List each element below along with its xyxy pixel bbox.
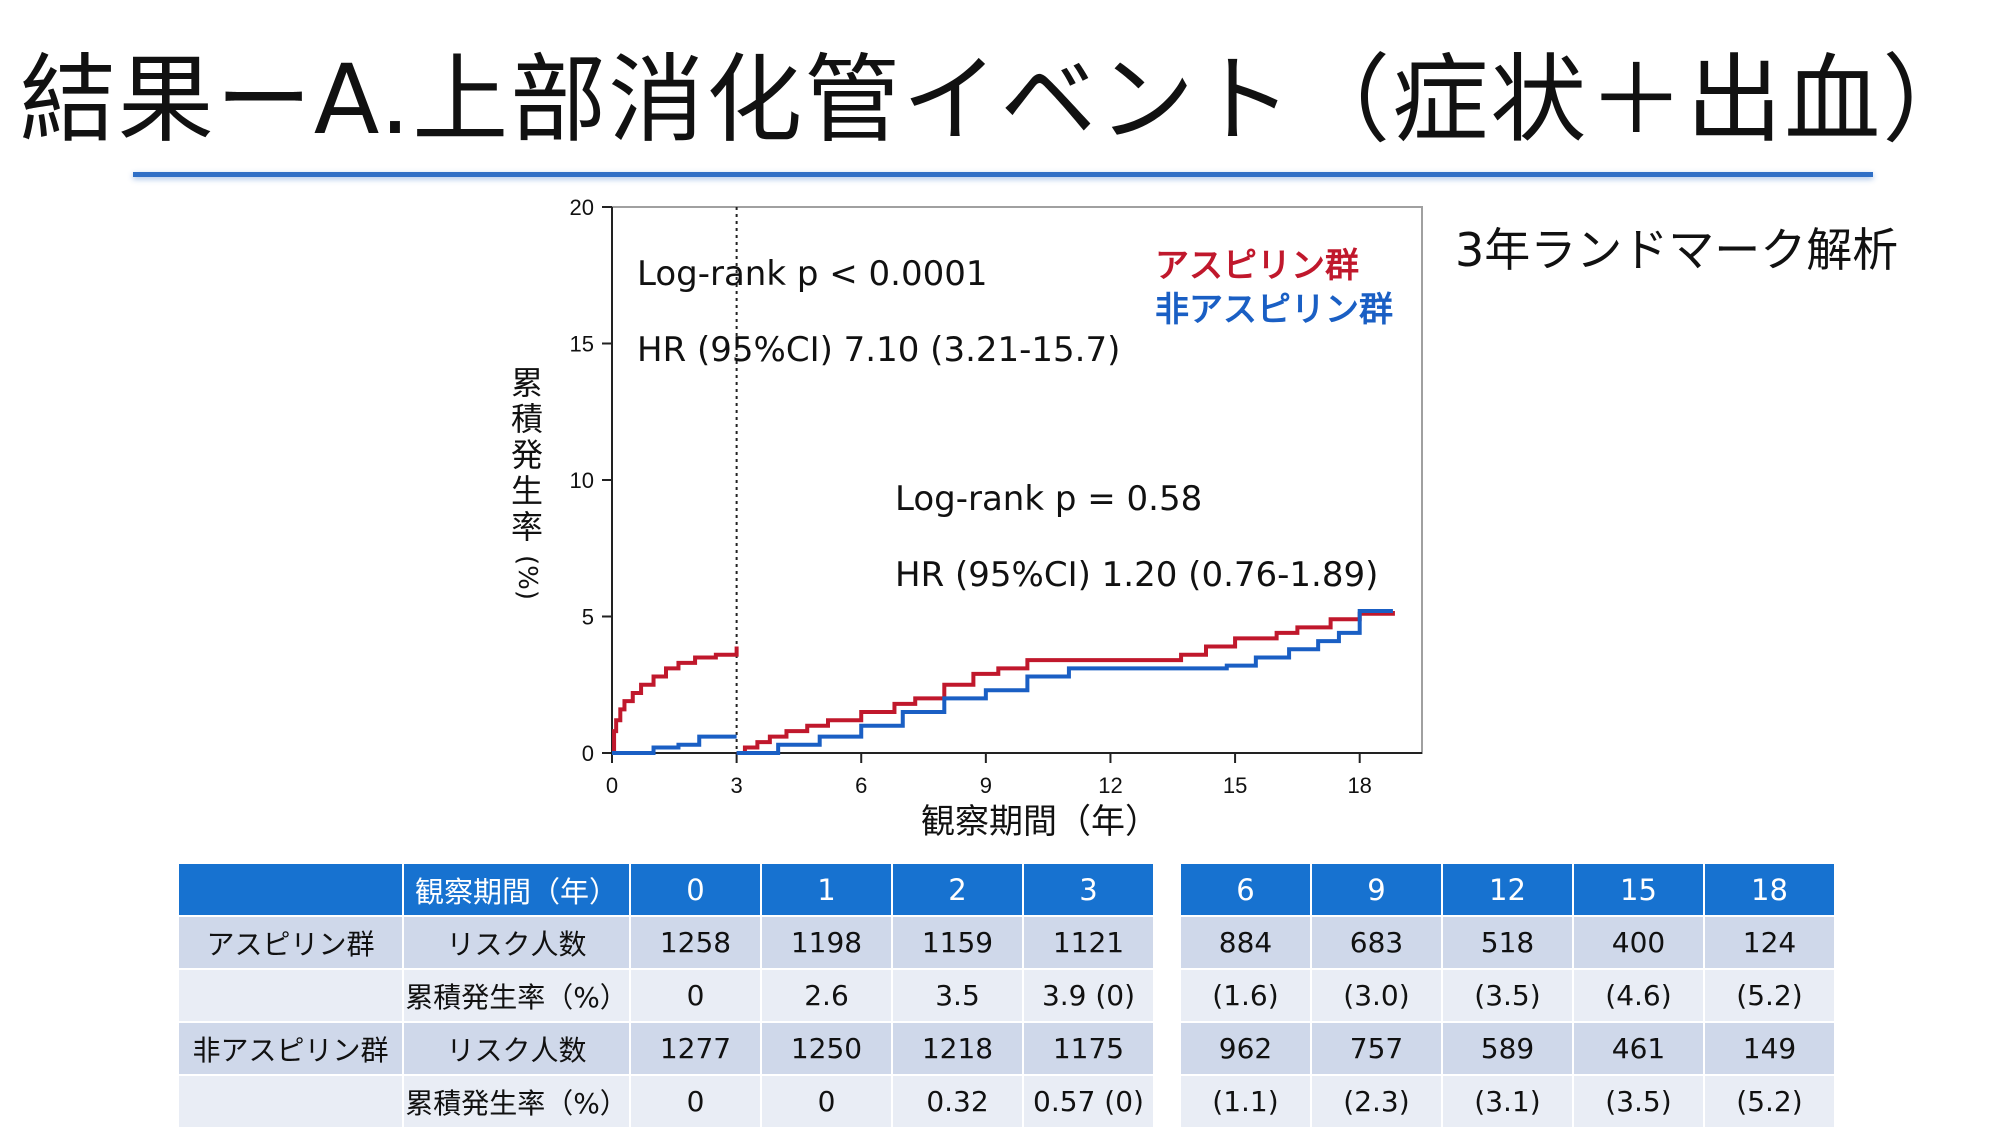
y-axis-unit: (%) xyxy=(512,555,542,600)
value-cell: (5.2) xyxy=(1703,968,1836,1023)
value-cell: 589 xyxy=(1441,1021,1574,1076)
risk-table-right: 6 9 12 15 18 884 683 518 400 124 (1.6) (… xyxy=(1179,862,1836,1129)
x-tick-label: 0 xyxy=(606,773,618,798)
header-cell: 15 xyxy=(1572,862,1705,917)
value-cell: 1175 xyxy=(1022,1021,1155,1076)
value-cell: (3.5) xyxy=(1441,968,1574,1023)
group-cell: 非アスピリン群 xyxy=(177,1021,404,1076)
early-hr-annotation: HR (95%CI) 7.10 (3.21-15.7) xyxy=(637,330,1121,370)
table-row: (1.6) (3.0) (3.5) (4.6) (5.2) xyxy=(1179,968,1836,1023)
value-cell: 0.57 (0) xyxy=(1022,1074,1155,1129)
value-cell: (3.5) xyxy=(1572,1074,1705,1129)
value-cell: 1218 xyxy=(891,1021,1024,1076)
landmark-analysis-label: 3年ランドマーク解析 xyxy=(1455,223,1899,277)
y-tick-label: 15 xyxy=(570,332,594,357)
value-cell: 124 xyxy=(1703,915,1836,970)
y-tick-label: 20 xyxy=(570,195,594,220)
x-tick-label: 6 xyxy=(855,773,867,798)
aspirin-curve-late xyxy=(736,611,1395,755)
value-cell: (3.0) xyxy=(1310,968,1443,1023)
header-cell: 1 xyxy=(760,862,893,917)
title-divider xyxy=(133,172,1873,177)
header-cell: 2 xyxy=(891,862,1024,917)
header-cell: 12 xyxy=(1441,862,1574,917)
risk-table-left: 観察期間（年） 0 1 2 3 アスピリン群 リスク人数 1258 1198 1… xyxy=(177,862,1155,1129)
value-cell: 1250 xyxy=(760,1021,893,1076)
non-aspirin-curve-early xyxy=(612,734,737,755)
x-tick-label: 18 xyxy=(1347,773,1371,798)
group-cell xyxy=(177,968,404,1023)
x-axis-label: 観察期間（年） xyxy=(921,802,1159,842)
value-cell: 3.5 xyxy=(891,968,1024,1023)
value-cell: 2.6 xyxy=(760,968,893,1023)
table-row: 累積発生率（%） 0 2.6 3.5 3.9 (0) xyxy=(177,968,1155,1023)
value-cell: 149 xyxy=(1703,1021,1836,1076)
metric-cell: リスク人数 xyxy=(402,915,631,970)
value-cell: 1159 xyxy=(891,915,1024,970)
header-cell: 観察期間（年） xyxy=(402,862,631,917)
aspirin-curve-early xyxy=(612,646,739,755)
value-cell: 461 xyxy=(1572,1021,1705,1076)
table-row: (1.1) (2.3) (3.1) (3.5) (5.2) xyxy=(1179,1074,1836,1129)
x-tick-label: 12 xyxy=(1098,773,1122,798)
group-cell xyxy=(177,1074,404,1129)
non-aspirin-curve-late xyxy=(736,609,1393,755)
metric-cell: リスク人数 xyxy=(402,1021,631,1076)
value-cell: (3.1) xyxy=(1441,1074,1574,1129)
early-logrank-annotation: Log-rank p < 0.0001 xyxy=(637,254,988,294)
value-cell: 518 xyxy=(1441,915,1574,970)
value-cell: (5.2) xyxy=(1703,1074,1836,1129)
header-cell: 0 xyxy=(629,862,762,917)
table-row: アスピリン群 リスク人数 1258 1198 1159 1121 xyxy=(177,915,1155,970)
value-cell: 0 xyxy=(629,968,762,1023)
header-cell: 3 xyxy=(1022,862,1155,917)
late-logrank-annotation: Log-rank p = 0.58 xyxy=(895,479,1203,519)
header-cell: 6 xyxy=(1179,862,1312,917)
value-cell: 1121 xyxy=(1022,915,1155,970)
header-blank-cell xyxy=(177,862,404,917)
value-cell: 0.32 xyxy=(891,1074,1024,1129)
metric-cell: 累積発生率（%） xyxy=(402,968,631,1023)
value-cell: 757 xyxy=(1310,1021,1443,1076)
value-cell: 400 xyxy=(1572,915,1705,970)
table-row: 累積発生率（%） 0 0 0.32 0.57 (0) xyxy=(177,1074,1155,1129)
value-cell: (2.3) xyxy=(1310,1074,1443,1129)
value-cell: 1198 xyxy=(760,915,893,970)
risk-table-header-row: 観察期間（年） 0 1 2 3 xyxy=(177,862,1155,917)
value-cell: 962 xyxy=(1179,1021,1312,1076)
table-row: 非アスピリン群 リスク人数 1277 1250 1218 1175 xyxy=(177,1021,1155,1076)
value-cell: 1258 xyxy=(629,915,762,970)
x-tick-label: 9 xyxy=(980,773,992,798)
y-tick-label: 5 xyxy=(582,605,594,630)
y-tick-label: 10 xyxy=(570,468,594,493)
legend-non-aspirin: 非アスピリン群 xyxy=(1155,290,1393,330)
value-cell: 0 xyxy=(760,1074,893,1129)
value-cell: 3.9 (0) xyxy=(1022,968,1155,1023)
header-cell: 9 xyxy=(1310,862,1443,917)
x-tick-label: 15 xyxy=(1223,773,1247,798)
legend-aspirin: アスピリン群 xyxy=(1155,246,1359,286)
table-row: 962 757 589 461 149 xyxy=(1179,1021,1836,1076)
value-cell: 884 xyxy=(1179,915,1312,970)
metric-cell: 累積発生率（%） xyxy=(402,1074,631,1129)
value-cell: 0 xyxy=(629,1074,762,1129)
header-cell: 18 xyxy=(1703,862,1836,917)
y-axis-label: 累積発生率 xyxy=(510,364,543,546)
value-cell: 1277 xyxy=(629,1021,762,1076)
group-cell: アスピリン群 xyxy=(177,915,404,970)
table-row: 884 683 518 400 124 xyxy=(1179,915,1836,970)
value-cell: (1.6) xyxy=(1179,968,1312,1023)
risk-table-header-row: 6 9 12 15 18 xyxy=(1179,862,1836,917)
value-cell: 683 xyxy=(1310,915,1443,970)
slide-title: 結果ーA.上部消化管イベント（症状＋出血） xyxy=(19,44,1981,156)
late-hr-annotation: HR (95%CI) 1.20 (0.76-1.89) xyxy=(895,555,1379,595)
x-tick-label: 3 xyxy=(730,773,742,798)
y-tick-label: 0 xyxy=(582,741,594,766)
value-cell: (4.6) xyxy=(1572,968,1705,1023)
value-cell: (1.1) xyxy=(1179,1074,1312,1129)
